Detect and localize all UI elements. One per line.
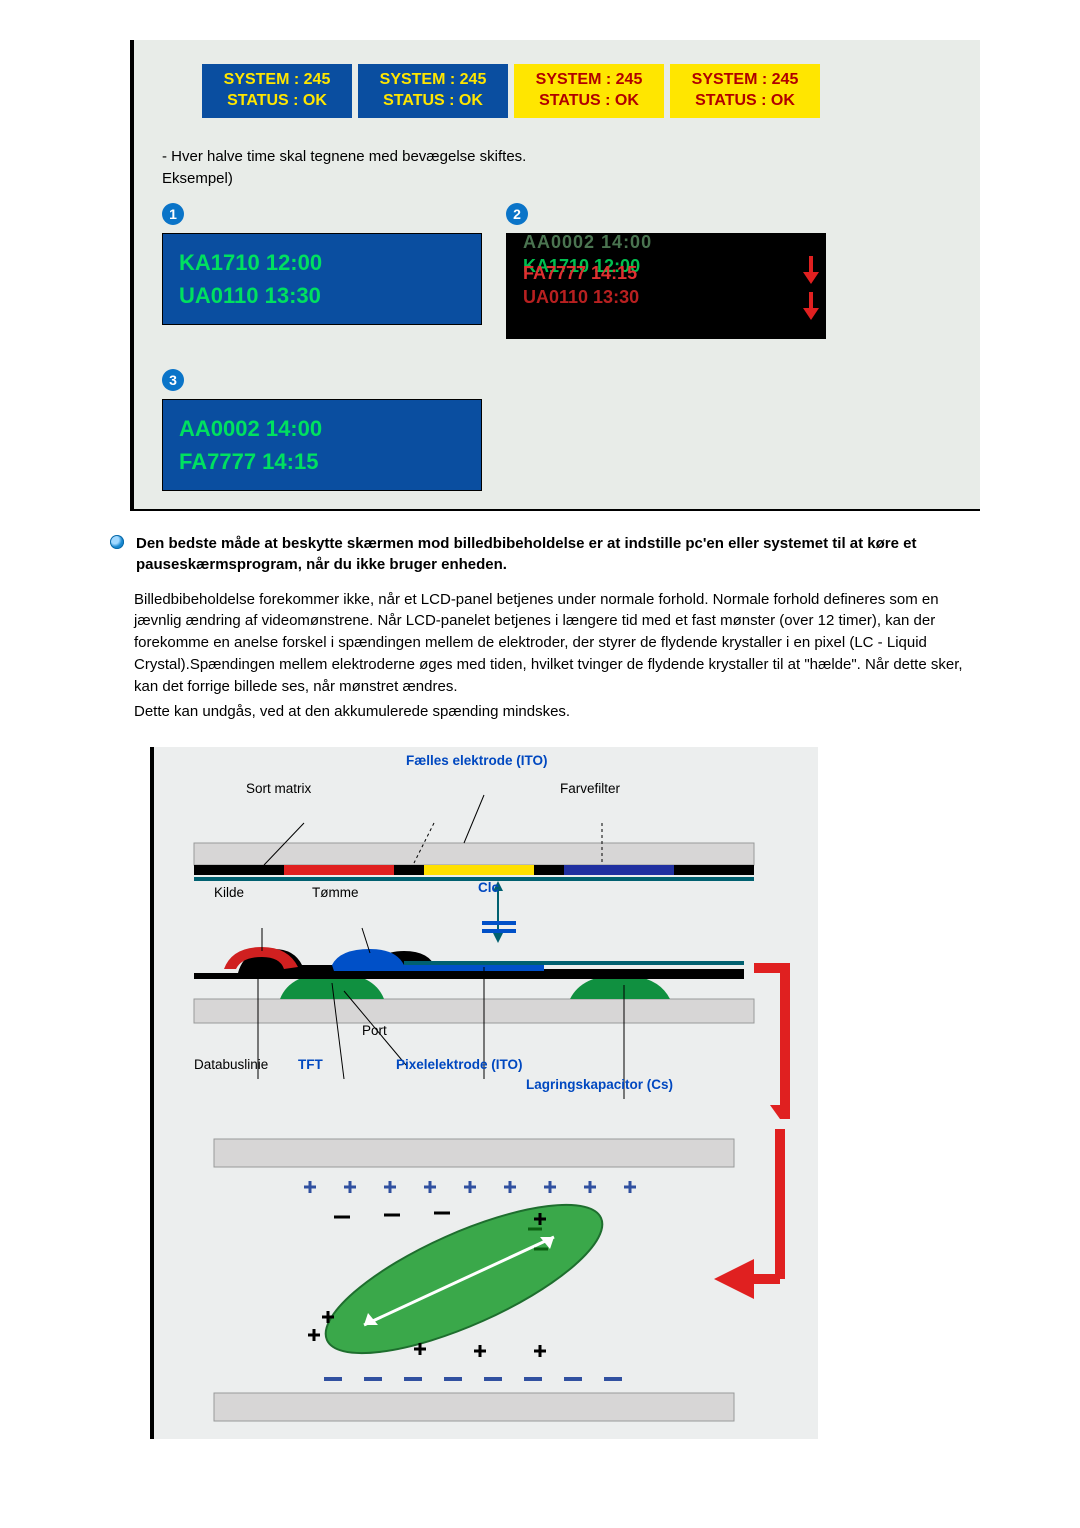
status-box-sys: SYSTEM : 245 [514, 70, 664, 91]
lbl-common-electrode: Fælles elektrode (ITO) [406, 753, 548, 768]
status-box-stat: STATUS : OK [202, 91, 352, 112]
lbl-storage-cap: Lagringskapacitor (Cs) [526, 1077, 673, 1092]
body-paragraph-2: Dette kan undgås, ved at den akkumulered… [134, 701, 980, 723]
example-note-line: - Hver halve time skal tegnene med bevæg… [162, 146, 952, 169]
status-box-1: SYSTEM : 245 STATUS : OK [202, 64, 352, 118]
flight-line: FA7777 14:15 [523, 261, 815, 285]
example-cell-3: 3 AA0002 14:00 FA7777 14:15 [162, 369, 482, 491]
flight-line: UA0110 13:30 [523, 285, 815, 309]
example-note-line: Eksempel) [162, 168, 952, 191]
status-box-3: SYSTEM : 245 STATUS : OK [514, 64, 664, 118]
lbl-tft: TFT [298, 1057, 323, 1072]
lbl-black-matrix: Sort matrix [246, 781, 311, 796]
flight-line: AA0002 14:00 [179, 412, 465, 445]
panel-lcd-diagram: Fælles elektrode (ITO) Sort matrix Farve… [150, 747, 818, 1439]
example-board-blue: AA0002 14:00 FA7777 14:15 [162, 399, 482, 491]
status-box-stat: STATUS : OK [514, 91, 664, 112]
status-box-sys: SYSTEM : 245 [358, 70, 508, 91]
status-box-stat: STATUS : OK [358, 91, 508, 112]
bullet-row: Den bedste måde at beskytte skærmen mod … [110, 533, 980, 575]
lbl-clc: Clc [478, 880, 499, 895]
lbl-source: Kilde [214, 885, 244, 900]
example-note: - Hver halve time skal tegnene med bevæg… [162, 146, 952, 191]
lbl-dataline: Databuslinie [194, 1057, 268, 1072]
example-board-black: AA0002 14:00 KA1710 12:00 FA7777 14:15 U… [506, 233, 826, 339]
body-paragraph: Billedbibeholdelse forekommer ikke, når … [134, 589, 980, 698]
lbl-gate: Port [362, 1023, 387, 1038]
bullet-icon [110, 535, 124, 549]
status-box-2: SYSTEM : 245 STATUS : OK [358, 64, 508, 118]
status-box-row: SYSTEM : 245 STATUS : OK SYSTEM : 245 ST… [202, 64, 952, 118]
flight-line: UA0110 13:30 [179, 279, 465, 312]
example-badge: 2 [506, 203, 528, 225]
lbl-color-filter: Farvefilter [560, 781, 620, 796]
flight-line: KA1710 12:00 [179, 246, 465, 279]
arrow-down-icon [803, 292, 819, 320]
example-board-blue: KA1710 12:00 UA0110 13:30 [162, 233, 482, 325]
status-box-4: SYSTEM : 245 STATUS : OK [670, 64, 820, 118]
lbl-pixel-electrode: Pixelelektrode (ITO) [396, 1057, 523, 1072]
example-badge: 3 [162, 369, 184, 391]
flight-line: FA7777 14:15 [179, 445, 465, 478]
status-box-stat: STATUS : OK [670, 91, 820, 112]
example-cell-1: 1 KA1710 12:00 UA0110 13:30 [162, 203, 482, 339]
lbl-drain: Tømme [312, 885, 359, 900]
bullet-text: Den bedste måde at beskytte skærmen mod … [136, 533, 980, 575]
example-badge: 1 [162, 203, 184, 225]
panel-screensaver-examples: SYSTEM : 245 STATUS : OK SYSTEM : 245 ST… [130, 40, 980, 511]
example-cell-2: 2 AA0002 14:00 KA1710 12:00 FA7777 14:15… [506, 203, 826, 339]
status-box-sys: SYSTEM : 245 [670, 70, 820, 91]
flight-line: AA0002 14:00 [523, 233, 815, 254]
arrow-down-icon [803, 256, 819, 284]
status-box-sys: SYSTEM : 245 [202, 70, 352, 91]
lc-molecule-svg [184, 1129, 792, 1429]
